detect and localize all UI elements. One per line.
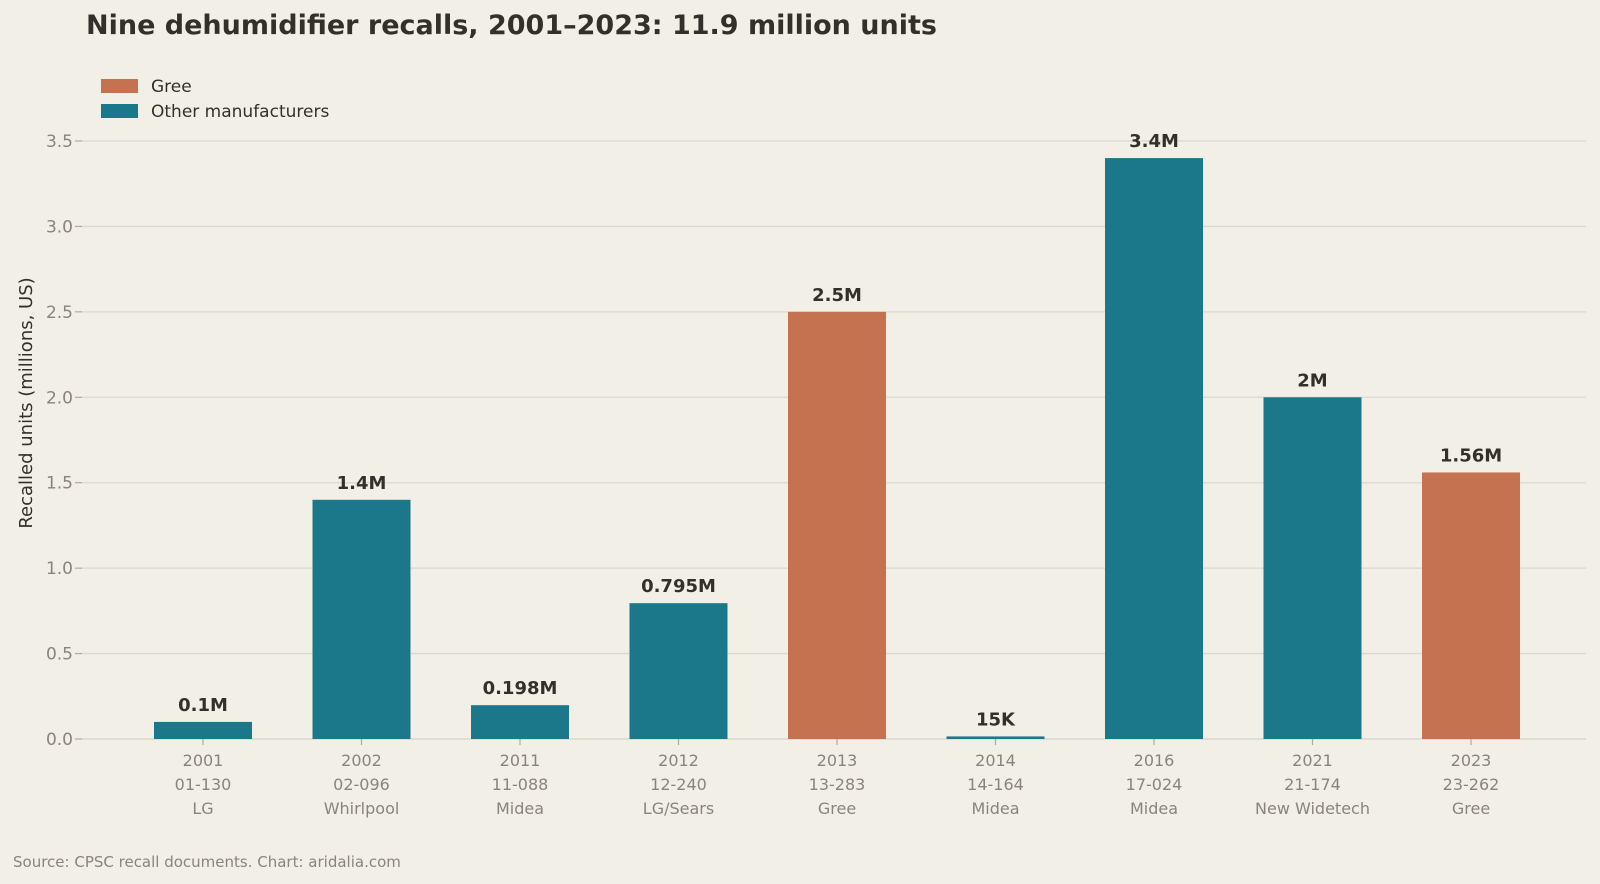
x-label-recall-number: 13-283 xyxy=(809,775,866,794)
bar-2023 xyxy=(1422,472,1520,739)
y-tick-label: 1.5 xyxy=(46,474,73,494)
x-label-manufacturer: Gree xyxy=(1452,799,1490,818)
y-tick-label: 0.0 xyxy=(46,730,73,750)
legend-label-0: Gree xyxy=(151,77,192,97)
x-label-manufacturer: LG/Sears xyxy=(643,799,714,818)
y-tick-label: 3.0 xyxy=(46,217,73,237)
data-label-2012: 0.795M xyxy=(641,576,716,597)
x-label-manufacturer: Whirlpool xyxy=(324,799,400,818)
data-label-2014: 15K xyxy=(976,709,1016,730)
bar-2011 xyxy=(471,705,569,739)
data-label-2023: 1.56M xyxy=(1440,445,1502,466)
x-label-recall-number: 21-174 xyxy=(1284,775,1341,794)
legend-swatch-0 xyxy=(101,79,138,93)
data-label-2021: 2M xyxy=(1297,370,1327,391)
x-label-manufacturer: Gree xyxy=(818,799,856,818)
bar-2002 xyxy=(312,499,411,739)
x-label-recall-number: 14-164 xyxy=(967,775,1024,794)
y-tick-label: 0.5 xyxy=(46,645,73,665)
x-label-manufacturer: New Widetech xyxy=(1255,799,1370,818)
legend-swatch-1 xyxy=(101,104,138,118)
x-label-recall-number: 17-024 xyxy=(1126,775,1183,794)
bar-2016 xyxy=(1105,158,1203,740)
data-label-2013: 2.5M xyxy=(812,285,862,306)
x-label-year: 2021 xyxy=(1292,751,1333,770)
bar-2021 xyxy=(1263,397,1362,739)
bar-2013 xyxy=(788,311,886,739)
x-label-year: 2011 xyxy=(500,751,541,770)
bar-2001 xyxy=(154,721,252,739)
x-label-year: 2023 xyxy=(1451,751,1492,770)
y-tick-label: 2.5 xyxy=(46,303,73,323)
x-label-year: 2012 xyxy=(658,751,699,770)
x-label-recall-number: 12-240 xyxy=(650,775,707,794)
bars: 0.1M 1.4M 0.198M 0.795M 2.5M 15K 3.4M 2M 1.56M xyxy=(154,131,1520,740)
bar-2012 xyxy=(629,603,728,739)
x-label-recall-number: 11-088 xyxy=(492,775,549,794)
x-label-manufacturer: LG xyxy=(192,799,213,818)
x-label-manufacturer: Midea xyxy=(971,799,1019,818)
legend: Gree Other manufacturers xyxy=(101,77,329,122)
y-tick-label: 2.0 xyxy=(46,388,73,408)
x-label-recall-number: 01-130 xyxy=(175,775,232,794)
x-label-recall-number: 02-096 xyxy=(333,775,390,794)
data-label-2016: 3.4M xyxy=(1129,131,1179,152)
y-tick-label: 3.5 xyxy=(46,132,73,152)
data-label-2002: 1.4M xyxy=(337,473,387,494)
x-label-year: 2001 xyxy=(183,751,224,770)
x-label-year: 2002 xyxy=(341,751,382,770)
x-label-year: 2014 xyxy=(975,751,1016,770)
bar-2014 xyxy=(946,736,1045,739)
x-label-year: 2016 xyxy=(1134,751,1175,770)
x-label-manufacturer: Midea xyxy=(1130,799,1178,818)
y-axis-label: Recalled units (millions, US) xyxy=(16,277,37,528)
x-label-year: 2013 xyxy=(817,751,858,770)
data-label-2011: 0.198M xyxy=(483,678,558,699)
source-note: Source: CPSC recall documents. Chart: ar… xyxy=(13,853,401,871)
x-label-recall-number: 23-262 xyxy=(1443,775,1500,794)
data-label-2001: 0.1M xyxy=(178,695,228,716)
legend-label-1: Other manufacturers xyxy=(151,102,329,122)
x-axis: 2001 01-130 LG 2002 02-096 Whirlpool 2011 11-08… xyxy=(175,739,1500,818)
y-tick-label: 1.0 xyxy=(46,559,73,579)
x-label-manufacturer: Midea xyxy=(496,799,544,818)
chart-title: Nine dehumidifier recalls, 2001–2023: 11… xyxy=(86,10,937,41)
